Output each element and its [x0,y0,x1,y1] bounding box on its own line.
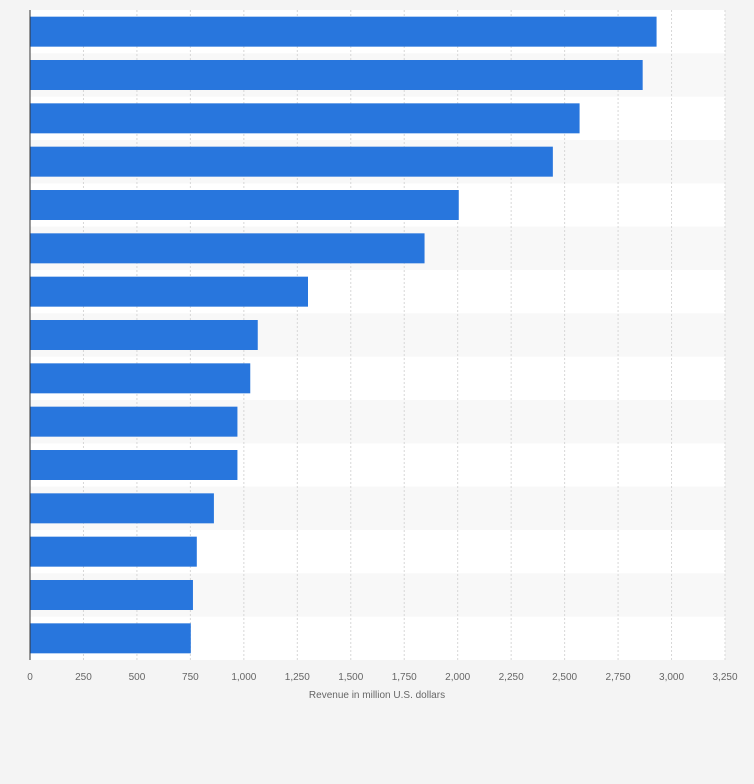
x-axis-ticks: 0 250 500 750 1,000 1,250 1,500 1,750 2,000 2,250… [27,672,738,683]
bar [30,146,553,177]
x-tick-label: 250 [75,672,92,683]
bar [30,233,425,264]
bar [30,60,643,90]
x-tick-label: 2,750 [606,672,631,683]
bars [30,16,657,654]
x-tick-label: 2,000 [445,672,470,683]
bar [30,580,193,610]
bar [30,623,191,654]
bar [30,103,580,134]
bar [30,16,657,47]
x-tick-label: 3,000 [659,672,684,683]
x-axis-title: Revenue in million U.S. dollars [309,690,445,701]
x-tick-label: 750 [182,672,199,683]
bar [30,276,308,307]
x-tick-label: 2,250 [499,672,524,683]
bar [30,450,238,480]
bar [30,406,238,437]
bar [30,320,258,350]
x-tick-label: 500 [129,672,146,683]
x-tick-label: 0 [27,672,33,683]
x-tick-label: 1,750 [392,672,417,683]
bar [30,363,251,394]
x-tick-label: 1,250 [285,672,310,683]
x-tick-label: 3,250 [712,672,737,683]
x-tick-label: 2,500 [552,672,577,683]
bar [30,190,459,220]
x-tick-label: 1,500 [338,672,363,683]
x-tick-label: 1,000 [231,672,256,683]
bar [30,536,197,567]
bar [30,493,214,524]
